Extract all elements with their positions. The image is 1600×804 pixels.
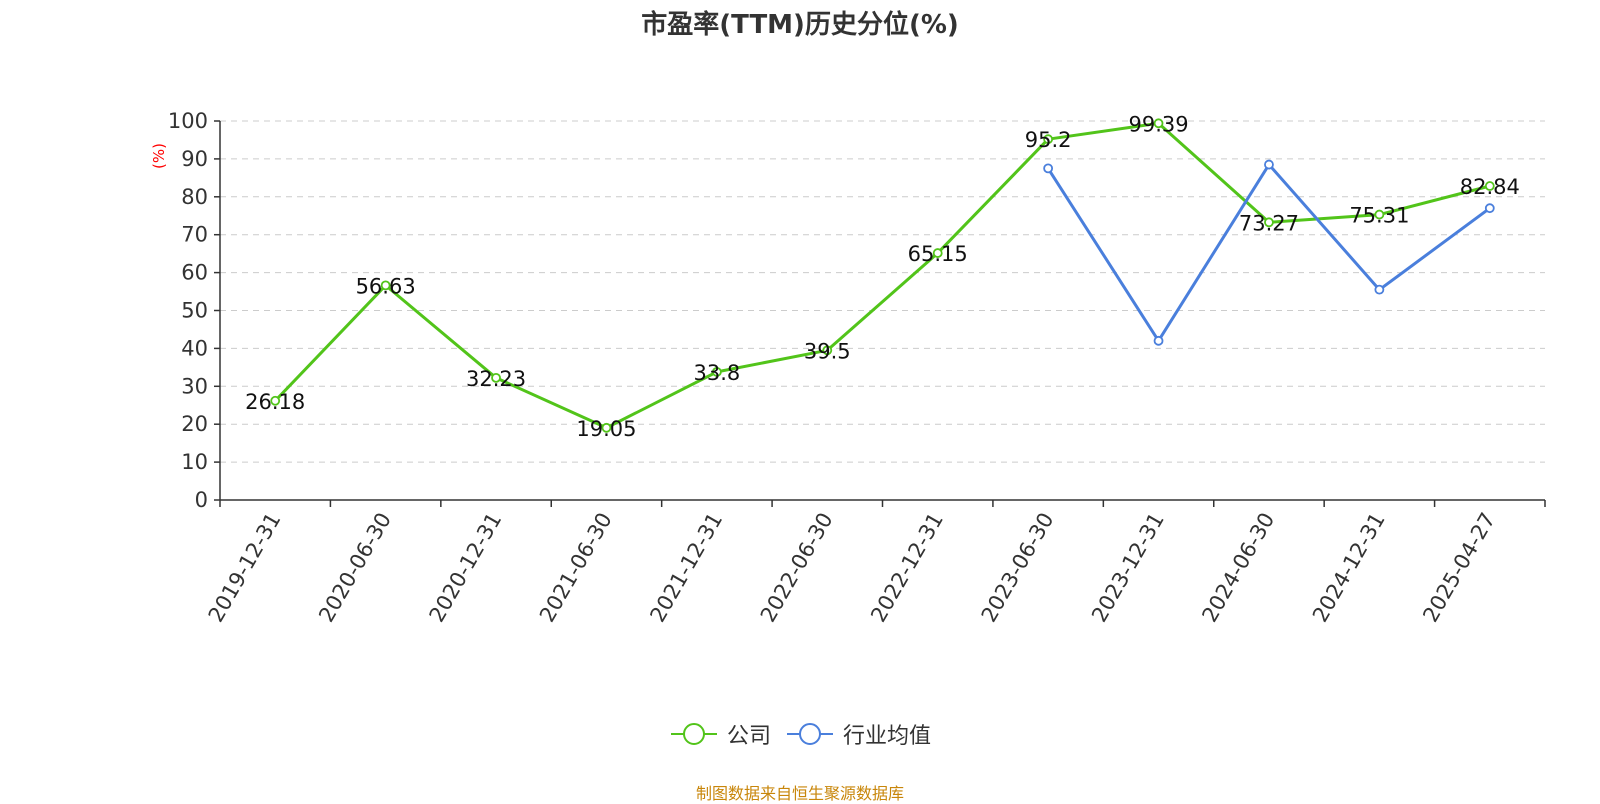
x-tick-label: 2025-04-27 [1418,509,1500,627]
data-point [1264,159,1274,170]
data-point [1043,134,1054,145]
y-axis-label: (%) [150,143,168,169]
y-tick-label: 70 [181,223,208,247]
legend: 公司 行业均值 [0,718,1600,750]
x-tick-label: 2023-06-30 [977,509,1059,627]
y-tick-label: 0 [195,488,208,512]
data-label: 33.8 [693,361,740,385]
data-point [1374,209,1385,220]
data-point [1153,335,1164,346]
axes: 0 10 20 30 40 50 60 70 80 90 100(%) 2019-12-31 2020-… [150,109,1546,627]
data-point [1484,181,1495,191]
x-tick-label: 2021-12-31 [645,509,727,627]
x-tick-label: 2022-06-30 [756,509,838,627]
data-point [1374,284,1385,295]
data-label: 19.05 [576,417,636,441]
legend-item-0[interactable]: 公司 [669,718,771,750]
y-tick-label: 90 [181,147,208,171]
legend-line-circle-icon [670,723,717,745]
legend-item-1[interactable]: 行业均值 [785,718,931,750]
legend-label: 行业均值 [843,724,932,749]
x-tick-label: 2024-12-31 [1308,509,1390,627]
legend-line-circle-icon [787,723,833,745]
x-tick-label: 2022-12-31 [866,509,948,627]
y-tick-label: 50 [181,299,208,323]
x-tick-label: 2023-12-31 [1087,509,1169,627]
data-label: 73.27 [1239,211,1299,235]
x-tick-label: 2020-06-30 [314,509,396,627]
y-tick-label: 30 [181,374,208,398]
data-label: 95.2 [1025,128,1072,152]
data-point [711,366,722,377]
data-label: 56.63 [356,274,416,298]
y-tick-label: 60 [181,261,208,285]
x-tick-label: 2019-12-31 [204,509,286,627]
source-note: 制图数据来自恒生聚源数据库 [695,784,904,803]
data-point [1153,118,1164,129]
data-label: 82.84 [1460,175,1520,199]
x-tick-label: 2024-06-30 [1197,509,1279,627]
data-label: 75.31 [1349,204,1409,228]
x-tick-label: 2021-06-30 [535,509,617,627]
data-point [270,395,281,406]
y-tick-label: 80 [181,185,208,209]
y-tick-label: 40 [181,336,208,360]
data-label: 65.15 [908,242,968,266]
series-lines [270,118,1495,433]
series-line-0 [274,121,1491,430]
data-label: 39.5 [804,339,851,363]
series-line-1 [1046,163,1491,343]
y-tick-label: 10 [181,450,208,474]
legend-label: 公司 [726,724,771,749]
data-point [491,372,501,383]
data-point [932,248,943,258]
data-point [1043,163,1054,174]
y-tick-label: 100 [168,109,208,133]
chart-title: 市盈率(TTM)历史分位(%) [641,10,959,40]
line-chart: 0 10 20 30 40 50 60 70 80 90 100(%) 2019-12-31 2020-… [150,109,1546,627]
x-tick-label: 2020-12-31 [425,509,507,627]
data-point [822,345,833,356]
data-point [1264,217,1274,228]
data-labels: 26.18 56.63 32.23 19.05 33.8 39.5 65.15 95.2 99.… [245,112,1520,440]
data-point [1484,203,1495,214]
data-label: 32.23 [466,367,526,391]
data-label: 26.18 [245,390,305,414]
data-point [601,422,612,433]
y-tick-label: 20 [181,412,208,436]
data-label: 99.39 [1128,112,1188,136]
data-point [380,280,391,291]
grid-lines [220,120,1545,463]
